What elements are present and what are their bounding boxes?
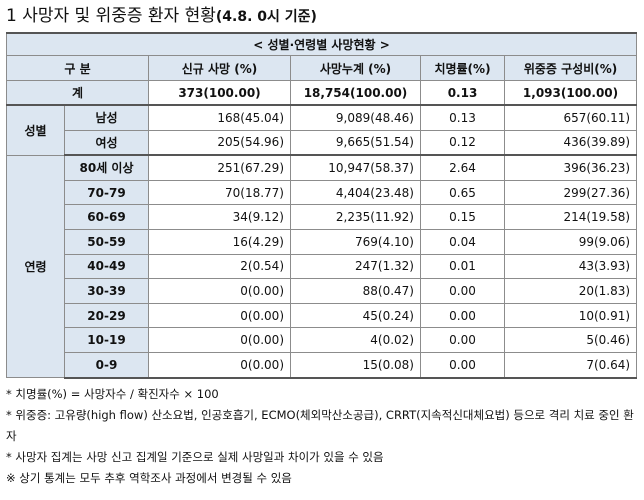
table-row: 성별 남성 168(45.04) 9,089(48.46) 0.13 657(60.11) (6, 104, 638, 156)
fatality-cell: 0.00 (420, 278, 505, 304)
row-label: 10-19 (64, 327, 149, 353)
cumulative-cell: 45(0.24) (290, 302, 421, 329)
header-severe-cases: 위중증 구성비(%) (503, 55, 638, 81)
cumulative-cell: 4,404(23.48) (290, 179, 421, 206)
fatality-cell: 2.64 (420, 154, 505, 181)
new-deaths-cell: 0(0.00) (148, 351, 291, 379)
new-deaths-cell: 16(4.29) (148, 228, 291, 255)
header-category: 구 분 (6, 55, 149, 81)
row-label: 여성 (64, 129, 149, 157)
severe-cell: 299(27.36) (503, 179, 638, 206)
row-label: 80세 이상 (64, 154, 149, 181)
header-fatality-rate: 치명률(%) (420, 55, 505, 81)
severe-cell: 7(0.64) (503, 351, 638, 379)
footnote-severe-definition: * 위중증: 고유량(high flow) 산소요법, 인공호흡기, ECMO(… (6, 408, 634, 443)
new-deaths-cell: 168(45.04) (148, 104, 291, 131)
severe-cell: 5(0.46) (503, 327, 638, 353)
severe-cell: 214(19.58) (503, 204, 638, 230)
cumulative-cell: 2,235(11.92) (290, 204, 421, 230)
cumulative-cell: 10,947(58.37) (290, 154, 421, 181)
heading-title: 1 사망자 및 위중증 환자 현황 (6, 6, 216, 26)
fatality-cell: 0.04 (420, 228, 505, 255)
total-new-deaths: 373(100.00) (148, 80, 291, 106)
total-cumulative: 18,754(100.00) (290, 80, 421, 106)
new-deaths-cell: 0(0.00) (148, 302, 291, 329)
table-header-row: 구 분 신규 사망 (%) 사망누계 (%) 치명률(%) 위중증 구성비(%) (6, 55, 638, 81)
row-label: 남성 (64, 104, 149, 131)
cumulative-cell: 247(1.32) (290, 253, 421, 280)
row-label: 70-79 (64, 179, 149, 206)
death-stats-table: < 성별·연령별 사망현황 > 구 분 신규 사망 (%) 사망누계 (%) 치… (5, 32, 638, 379)
fatality-cell: 0.00 (420, 327, 505, 353)
cumulative-cell: 769(4.10) (290, 228, 421, 255)
header-new-deaths: 신규 사망 (%) (148, 55, 291, 81)
table-row: 연령 80세 이상 251(67.29) 10,947(58.37) 2.64 396(3… (6, 154, 638, 379)
total-row: 계 373(100.00) 18,754(100.00) 0.13 1,093(… (6, 80, 638, 106)
table-row: 40-49 2(0.54) 247(1.32) 0.01 43(3.93) (7, 253, 638, 280)
new-deaths-cell: 34(9.12) (148, 204, 291, 230)
table-row: 30-39 0(0.00) 88(0.47) 0.00 20(1.83) (7, 278, 638, 304)
fatality-cell: 0.00 (420, 351, 505, 379)
row-label: 20-29 (64, 302, 149, 329)
new-deaths-cell: 2(0.54) (148, 253, 291, 280)
new-deaths-cell: 205(54.96) (148, 129, 291, 157)
footnotes: * 치명률(%) = 사망자수 / 확진자수 × 100 * 위중증: 고유량(… (6, 384, 638, 489)
table-row: 70-79 70(18.77) 4,404(23.48) 0.65 299(27.36) (7, 179, 638, 206)
sex-group-label: 성별 (6, 104, 65, 156)
row-label: 30-39 (64, 278, 149, 304)
new-deaths-cell: 0(0.00) (148, 327, 291, 353)
row-label: 0-9 (64, 351, 149, 379)
fatality-cell: 0.65 (420, 179, 505, 206)
severe-cell: 396(36.23) (503, 154, 638, 181)
severe-cell: 99(9.06) (503, 228, 638, 255)
footnote-death-count: * 사망자 집계는 사망 신고 집계일 기준으로 실제 사망일과 차이가 있을 … (6, 450, 384, 464)
total-label: 계 (6, 80, 149, 106)
table-row: 여성 205(54.96) 9,665(51.54) 0.12 436(39.89) (7, 129, 638, 157)
cumulative-cell: 4(0.02) (290, 327, 421, 353)
total-severe: 1,093(100.00) (503, 80, 638, 106)
table-row: 20-29 0(0.00) 45(0.24) 0.00 10(0.91) (7, 302, 638, 329)
total-fatality: 0.13 (420, 80, 505, 106)
fatality-cell: 0.01 (420, 253, 505, 280)
severe-cell: 657(60.11) (503, 104, 638, 131)
cumulative-cell: 88(0.47) (290, 278, 421, 304)
cumulative-cell: 9,089(48.46) (290, 104, 421, 131)
new-deaths-cell: 251(67.29) (148, 154, 291, 181)
new-deaths-cell: 0(0.00) (148, 278, 291, 304)
heading-date: (4.8. 0시 기준) (215, 9, 317, 25)
cumulative-cell: 15(0.08) (290, 351, 421, 379)
row-label: 60-69 (64, 204, 149, 230)
new-deaths-cell: 70(18.77) (148, 179, 291, 206)
fatality-cell: 0.12 (420, 129, 505, 157)
table-row: 50-59 16(4.29) 769(4.10) 0.04 99(9.06) (7, 228, 638, 255)
fatality-cell: 0.00 (420, 302, 505, 329)
table-row: 60-69 34(9.12) 2,235(11.92) 0.15 214(19.58) (7, 204, 638, 230)
severe-cell: 20(1.83) (503, 278, 638, 304)
severe-cell: 43(3.93) (503, 253, 638, 280)
footnote-fatality-rate: * 치명률(%) = 사망자수 / 확진자수 × 100 (6, 387, 219, 401)
fatality-cell: 0.13 (420, 104, 505, 131)
age-group-label: 연령 (6, 154, 65, 379)
row-label: 50-59 (64, 228, 149, 255)
row-label: 40-49 (64, 253, 149, 280)
table-caption-row: < 성별·연령별 사망현황 > (5, 32, 638, 56)
report-heading: 1 사망자 및 위중증 환자 현황(4.8. 0시 기준) (6, 4, 317, 29)
severe-cell: 10(0.91) (503, 302, 638, 329)
fatality-cell: 0.15 (420, 204, 505, 230)
cumulative-cell: 9,665(51.54) (290, 129, 421, 157)
table-row: 10-19 0(0.00) 4(0.02) 0.00 5(0.46) (7, 327, 638, 353)
severe-cell: 436(39.89) (503, 129, 638, 157)
footnote-statistics-change: ※ 상기 통계는 모두 추후 역학조사 과정에서 변경될 수 있음 (6, 471, 292, 485)
header-cumulative-deaths: 사망누계 (%) (290, 55, 421, 81)
table-row: 0-9 0(0.00) 15(0.08) 0.00 7(0.64) (7, 351, 638, 379)
table-caption: < 성별·연령별 사망현황 > (5, 32, 638, 56)
